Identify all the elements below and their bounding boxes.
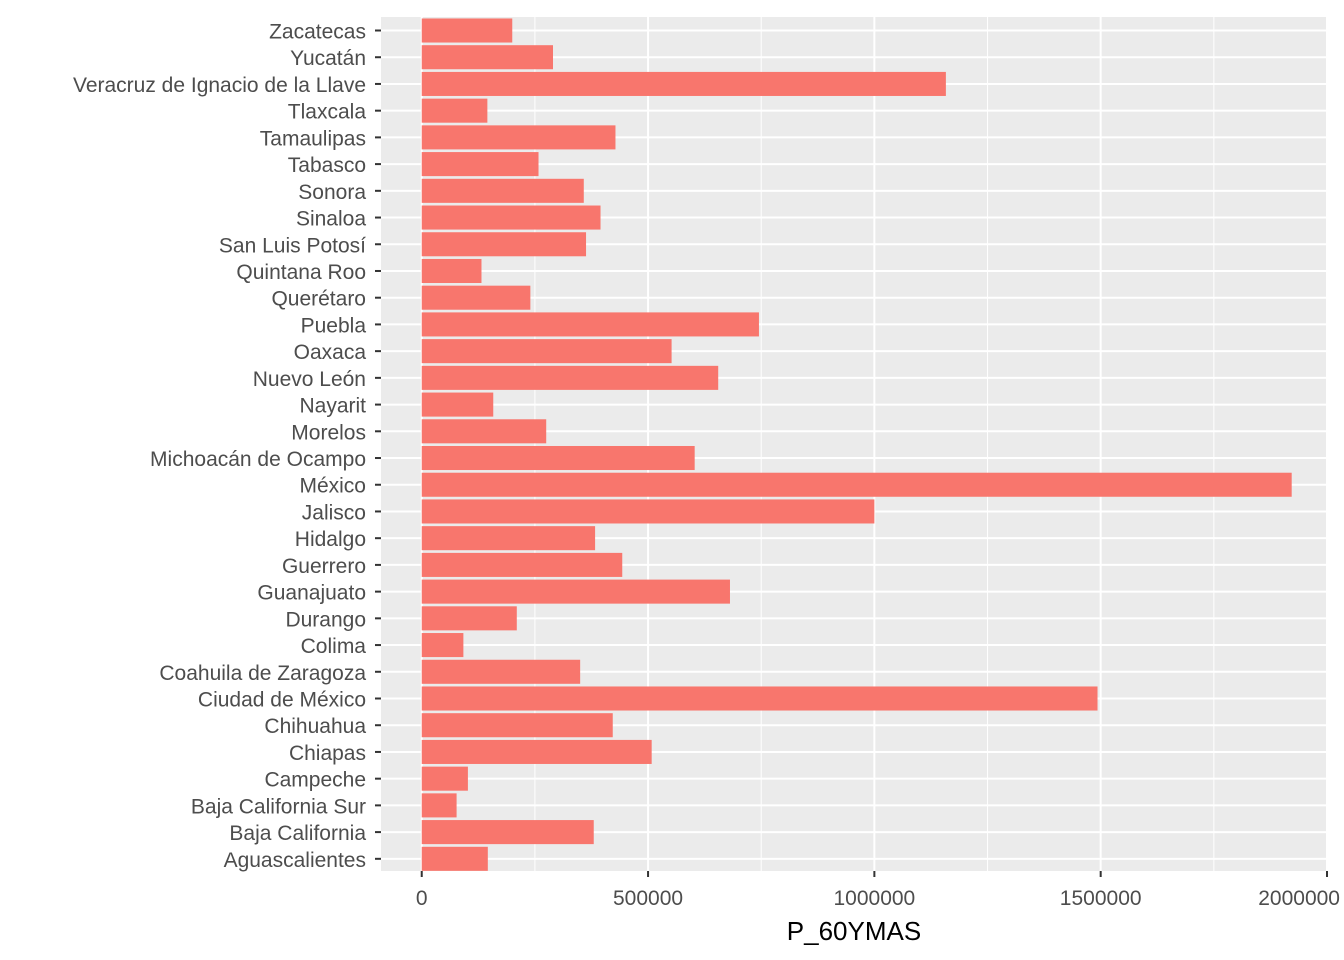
- bar-5: [421, 152, 539, 177]
- y-tick-label: Nuevo León: [253, 368, 366, 391]
- x-tick-label: 1500000: [1060, 887, 1142, 910]
- bar-0: [421, 18, 513, 43]
- bar-11: [421, 312, 759, 337]
- y-axis: Zacatecas Yucatán Veracruz de Ignacio de l…: [73, 21, 381, 872]
- y-tick-label: Quintana Roo: [236, 261, 366, 284]
- y-tick-label: Oaxaca: [294, 341, 367, 364]
- y-tick-label: Jalisco: [302, 501, 366, 524]
- bar-18: [421, 499, 875, 524]
- y-tick-label: Michoacán de Ocampo: [150, 448, 366, 471]
- x-tick-label: 500000: [613, 887, 683, 910]
- x-axis: 0 500000 1000000 1500000 2000000: [416, 871, 1340, 910]
- y-tick-label: Chihuahua: [264, 715, 366, 738]
- bar-7: [421, 205, 601, 230]
- bar-2: [421, 71, 946, 96]
- bars: [421, 18, 1292, 871]
- x-tick-label: 2000000: [1258, 887, 1340, 910]
- bar-26: [421, 713, 613, 738]
- bar-21: [421, 579, 730, 604]
- bar-28: [421, 766, 468, 791]
- y-tick-label: Sonora: [298, 181, 366, 204]
- y-tick-label: Sinaloa: [296, 208, 366, 231]
- bar-14: [421, 392, 494, 417]
- bar-16: [421, 445, 695, 471]
- x-tick-label: 1000000: [833, 887, 915, 910]
- y-tick-label: Querétaro: [271, 288, 366, 311]
- y-tick-label: Puebla: [301, 314, 367, 337]
- bar-23: [421, 633, 464, 658]
- x-axis-title: P_60YMAS: [787, 916, 921, 946]
- bar-3: [421, 98, 488, 123]
- y-tick-label: Tlaxcala: [288, 101, 367, 124]
- bar-20: [421, 552, 623, 577]
- bar-6: [421, 178, 584, 203]
- y-tick-label: Veracruz de Ignacio de la Llave: [73, 74, 366, 97]
- y-tick-label: Colima: [301, 635, 367, 658]
- bar-17: [421, 472, 1292, 497]
- y-tick-label: Guanajuato: [257, 582, 366, 605]
- x-tick-label: 0: [416, 887, 428, 910]
- bar-30: [421, 820, 594, 845]
- bar-13: [421, 365, 719, 390]
- y-tick-label: Hidalgo: [295, 528, 366, 551]
- bar-22: [421, 606, 517, 631]
- y-tick-label: México: [299, 475, 366, 498]
- y-tick-label: Tamaulipas: [260, 127, 366, 150]
- bar-29: [421, 793, 457, 818]
- y-tick-label: Coahuila de Zaragoza: [159, 662, 366, 685]
- y-tick-label: Guerrero: [282, 555, 366, 578]
- bar-1: [421, 45, 553, 70]
- major-gridlines: [381, 17, 1328, 871]
- bar-8: [421, 232, 587, 257]
- y-tick-label: Aguascalientes: [224, 849, 366, 872]
- bar-27: [421, 739, 652, 764]
- bar-31: [421, 846, 488, 871]
- bar-24: [421, 659, 581, 684]
- bar-4: [421, 125, 616, 150]
- bar-25: [421, 686, 1098, 711]
- y-tick-label: Zacatecas: [269, 21, 366, 44]
- y-tick-label: Chiapas: [289, 742, 366, 765]
- y-tick-label: Baja California Sur: [191, 795, 366, 818]
- bar-19: [421, 526, 596, 551]
- bar-10: [421, 285, 531, 310]
- bar-15: [421, 419, 547, 444]
- y-tick-label: Morelos: [291, 421, 366, 444]
- bar-9: [421, 258, 482, 284]
- y-tick-label: Campeche: [264, 769, 366, 792]
- bar-12: [421, 339, 672, 364]
- y-tick-label: Ciudad de México: [198, 689, 366, 712]
- y-tick-label: Nayarit: [299, 395, 366, 418]
- y-tick-label: San Luis Potosí: [219, 234, 366, 257]
- y-tick-label: Yucatán: [290, 47, 366, 70]
- y-tick-label: Baja California: [229, 822, 366, 845]
- y-tick-label: Durango: [285, 608, 366, 631]
- y-tick-label: Tabasco: [288, 154, 366, 177]
